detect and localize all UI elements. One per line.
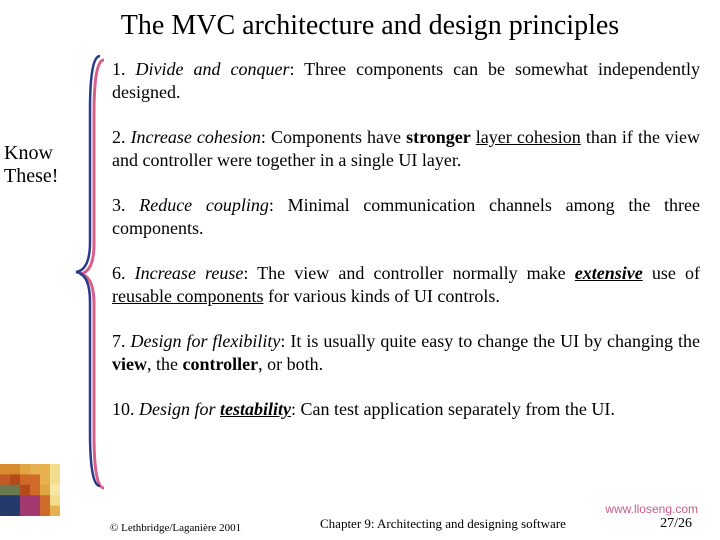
- principle-item: 2. Increase cohesion: Components have st…: [112, 126, 700, 171]
- curly-brace: [74, 54, 108, 494]
- principle-item: 10. Design for testability: Can test app…: [112, 398, 700, 421]
- principle-name: Design for testability: [139, 399, 291, 419]
- principle-num: 1.: [112, 59, 126, 79]
- principle-item: 1. Divide and conquer: Three components …: [112, 58, 700, 103]
- page-title: The MVC architecture and design principl…: [0, 0, 720, 50]
- sidebar-line2: These!: [4, 165, 58, 187]
- sidebar-know-these: Know These!: [4, 142, 58, 188]
- footer-copyright: © Lethbridge/Laganière 2001: [110, 522, 241, 534]
- footer-chapter: Chapter 9: Architecting and designing so…: [320, 516, 566, 532]
- principle-num: 3.: [112, 195, 126, 215]
- principle-item: 6. Increase reuse: The view and controll…: [112, 262, 700, 307]
- principle-num: 7.: [112, 331, 126, 351]
- principle-item: 3. Reduce coupling: Minimal communicatio…: [112, 194, 700, 239]
- principle-num: 2.: [112, 127, 126, 147]
- principle-name: Reduce coupling: [139, 195, 269, 215]
- principle-name: Divide and conquer: [136, 59, 290, 79]
- decorative-corner-image: [0, 464, 60, 516]
- watermark-url: www.lloseng.com: [605, 502, 698, 516]
- sidebar-line1: Know: [4, 142, 53, 164]
- principle-rest: : Can test application separately from t…: [291, 399, 615, 419]
- principle-num: 6.: [112, 263, 126, 283]
- principles-list: 1. Divide and conquer: Three components …: [112, 58, 700, 421]
- principle-item: 7. Design for flexibility: It is usually…: [112, 330, 700, 375]
- footer-page: 27/26: [660, 516, 692, 532]
- principle-name: Design for flexibility: [130, 331, 280, 351]
- principle-num: 10.: [112, 399, 135, 419]
- principle-name: Increase cohesion: [131, 127, 261, 147]
- principle-name: Increase reuse: [135, 263, 244, 283]
